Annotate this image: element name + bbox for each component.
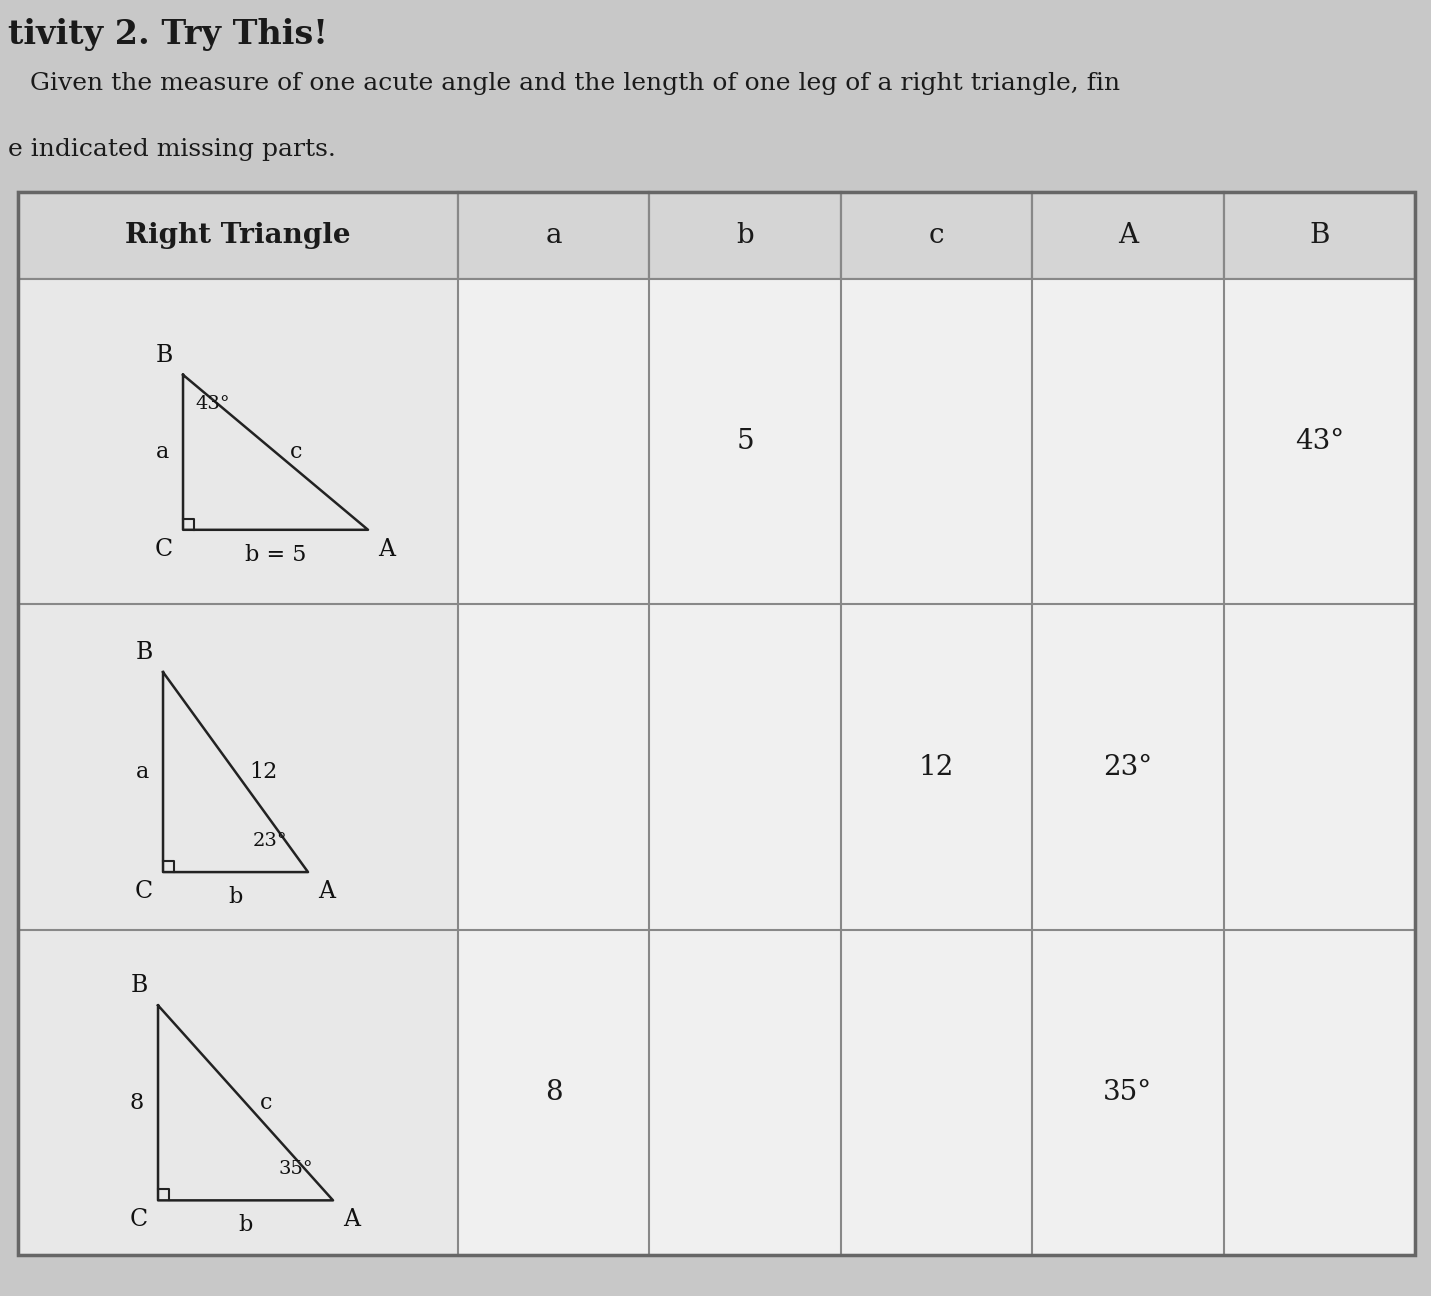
Bar [19, 192, 1415, 1255]
Bar [841, 192, 1032, 279]
Text: e indicated missing parts.: e indicated missing parts. [9, 137, 336, 161]
Text: a: a [156, 442, 169, 463]
Bar [458, 279, 650, 604]
Text: c: c [259, 1091, 272, 1113]
Bar [1224, 929, 1415, 1255]
Text: B: B [136, 642, 153, 664]
Bar [1224, 279, 1415, 604]
Bar [1032, 604, 1224, 929]
Text: C: C [135, 880, 153, 903]
Bar [19, 192, 1415, 1255]
Text: 23°: 23° [253, 832, 288, 850]
Bar [1224, 604, 1415, 929]
Bar [1032, 192, 1224, 279]
Bar [650, 192, 841, 279]
Bar [1032, 929, 1224, 1255]
Text: 35°: 35° [1103, 1078, 1152, 1105]
Bar [650, 929, 841, 1255]
Text: 43°: 43° [195, 395, 229, 413]
Bar [841, 604, 1032, 929]
Text: Given the measure of one acute angle and the length of one leg of a right triang: Given the measure of one acute angle and… [30, 73, 1120, 95]
Bar [841, 279, 1032, 604]
Bar [1032, 279, 1224, 604]
Text: B: B [130, 975, 147, 998]
Bar [458, 192, 650, 279]
Text: B: B [156, 343, 173, 367]
Text: C: C [130, 1208, 147, 1231]
Text: A: A [318, 880, 335, 903]
Text: 35°: 35° [278, 1160, 312, 1178]
Text: b: b [737, 222, 754, 249]
Text: c: c [289, 442, 302, 463]
Text: b: b [229, 886, 243, 908]
Text: 23°: 23° [1103, 753, 1152, 780]
Bar [650, 279, 841, 604]
Text: 43°: 43° [1295, 428, 1344, 455]
Text: a: a [545, 222, 562, 249]
Text: 12: 12 [249, 761, 278, 783]
Text: b: b [239, 1214, 253, 1236]
Text: B: B [1309, 222, 1329, 249]
Bar [19, 192, 458, 279]
Text: 12: 12 [919, 753, 954, 780]
Text: 8: 8 [545, 1078, 562, 1105]
Text: tivity 2. Try This!: tivity 2. Try This! [9, 18, 328, 51]
Text: 5: 5 [737, 428, 754, 455]
Text: 8: 8 [130, 1091, 145, 1113]
Bar [0, 0, 1431, 185]
Text: c: c [929, 222, 944, 249]
Text: C: C [155, 538, 173, 561]
Bar [1224, 192, 1415, 279]
Bar [458, 929, 650, 1255]
Bar [841, 929, 1032, 1255]
Text: A: A [378, 538, 395, 561]
Text: A: A [343, 1208, 361, 1231]
Bar [458, 604, 650, 929]
Bar [650, 604, 841, 929]
Text: A: A [1118, 222, 1138, 249]
Text: Right Triangle: Right Triangle [126, 222, 351, 249]
Bar [19, 929, 458, 1255]
Text: b = 5: b = 5 [245, 544, 306, 566]
Bar [19, 279, 458, 604]
Text: a: a [136, 761, 149, 783]
Bar [19, 604, 458, 929]
